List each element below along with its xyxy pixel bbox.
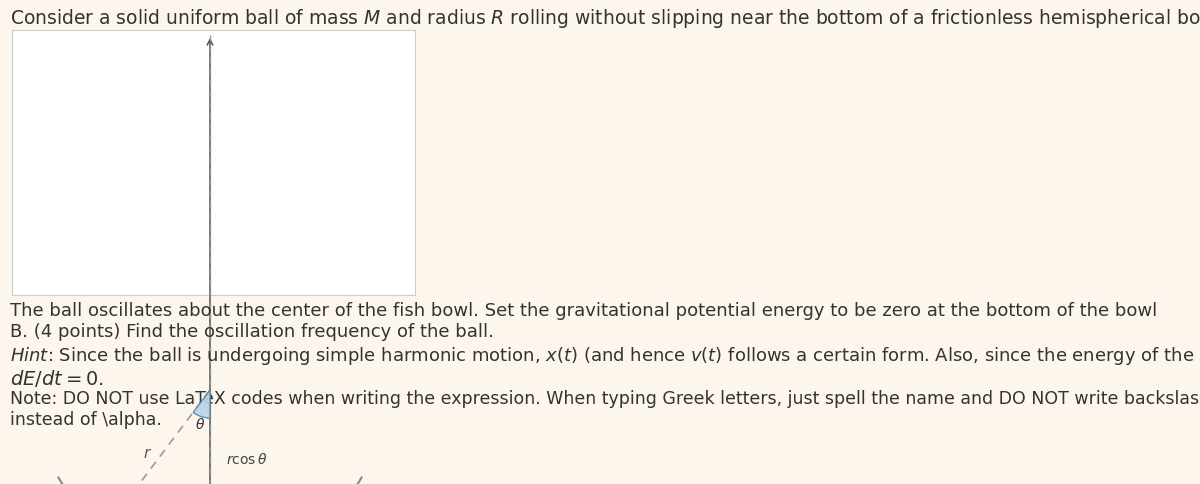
Text: $\mathit{Hint}$: Since the ball is undergoing simple harmonic motion, $x(t)$ (an: $\mathit{Hint}$: Since the ball is under… xyxy=(10,345,1200,367)
Text: $r$: $r$ xyxy=(143,446,152,461)
Bar xyxy=(12,30,415,295)
Text: B. (4 points) Find the oscillation frequency of the ball.: B. (4 points) Find the oscillation frequ… xyxy=(10,323,494,341)
Wedge shape xyxy=(193,390,210,418)
Text: Consider a solid uniform ball of mass $M$ and radius $R$ rolling without slippin: Consider a solid uniform ball of mass $M… xyxy=(10,7,1200,30)
Text: The ball oscillates about the center of the fish bowl. Set the gravitational pot: The ball oscillates about the center of … xyxy=(10,302,1157,320)
Text: $dE/dt = 0.$: $dE/dt = 0.$ xyxy=(10,368,103,389)
Text: Note: DO NOT use LaTeX codes when writing the expression. When typing Greek lett: Note: DO NOT use LaTeX codes when writin… xyxy=(10,390,1200,429)
Text: $r\cos\theta$: $r\cos\theta$ xyxy=(226,453,268,468)
Text: $\theta$: $\theta$ xyxy=(194,417,205,432)
